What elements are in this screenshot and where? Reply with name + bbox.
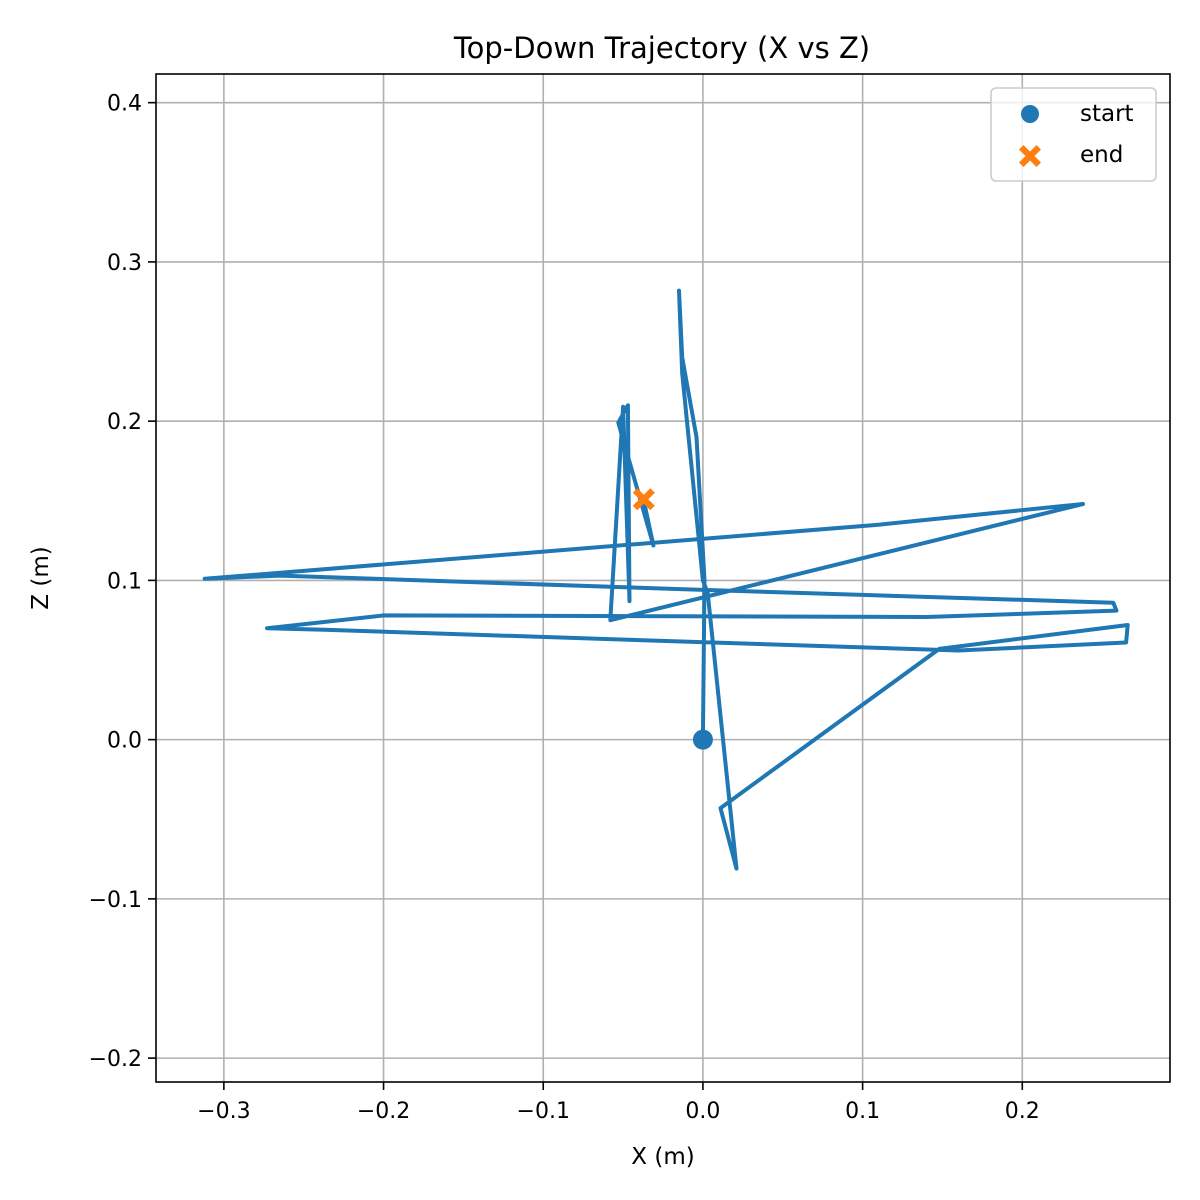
axes-frame: [155, 73, 1171, 1083]
y-tick-label: −0.2: [89, 1047, 142, 1072]
chart-title: Top-Down Trajectory (X vs Z): [453, 31, 870, 65]
x-tick-label: −0.3: [197, 1099, 250, 1124]
x-tick-label: −0.2: [357, 1099, 410, 1124]
y-tick-label: 0.2: [107, 410, 142, 435]
y-tick-label: 0.4: [107, 92, 142, 117]
plot-area: [202, 288, 1130, 871]
axis-ticks: −0.3 −0.2 −0.1 0.0 0.1 0.2 −0.2 −0.1 0.0 0.1 0.2 0.…: [89, 92, 1040, 1124]
legend-label-start: start: [1080, 101, 1134, 127]
legend-label-end: end: [1080, 142, 1123, 168]
y-axis-label: Z (m): [28, 546, 54, 609]
y-tick-label: −0.1: [89, 888, 142, 913]
legend: start end: [990, 87, 1157, 182]
y-tick-label: 0.1: [107, 569, 142, 594]
y-tick-label: 0.3: [107, 251, 142, 276]
end-marker: [632, 488, 655, 511]
x-axis-label: X (m): [631, 1144, 694, 1170]
x-tick-label: 0.0: [685, 1099, 720, 1124]
y-tick-label: 0.0: [107, 729, 142, 754]
x-tick-label: 0.1: [845, 1099, 880, 1124]
trajectory-line: [202, 288, 1130, 871]
legend-end-marker: [1019, 145, 1041, 167]
x-tick-label: 0.2: [1005, 1099, 1040, 1124]
x-tick-label: −0.1: [517, 1099, 570, 1124]
start-marker: [692, 729, 713, 750]
legend-start-marker: [1021, 105, 1039, 123]
